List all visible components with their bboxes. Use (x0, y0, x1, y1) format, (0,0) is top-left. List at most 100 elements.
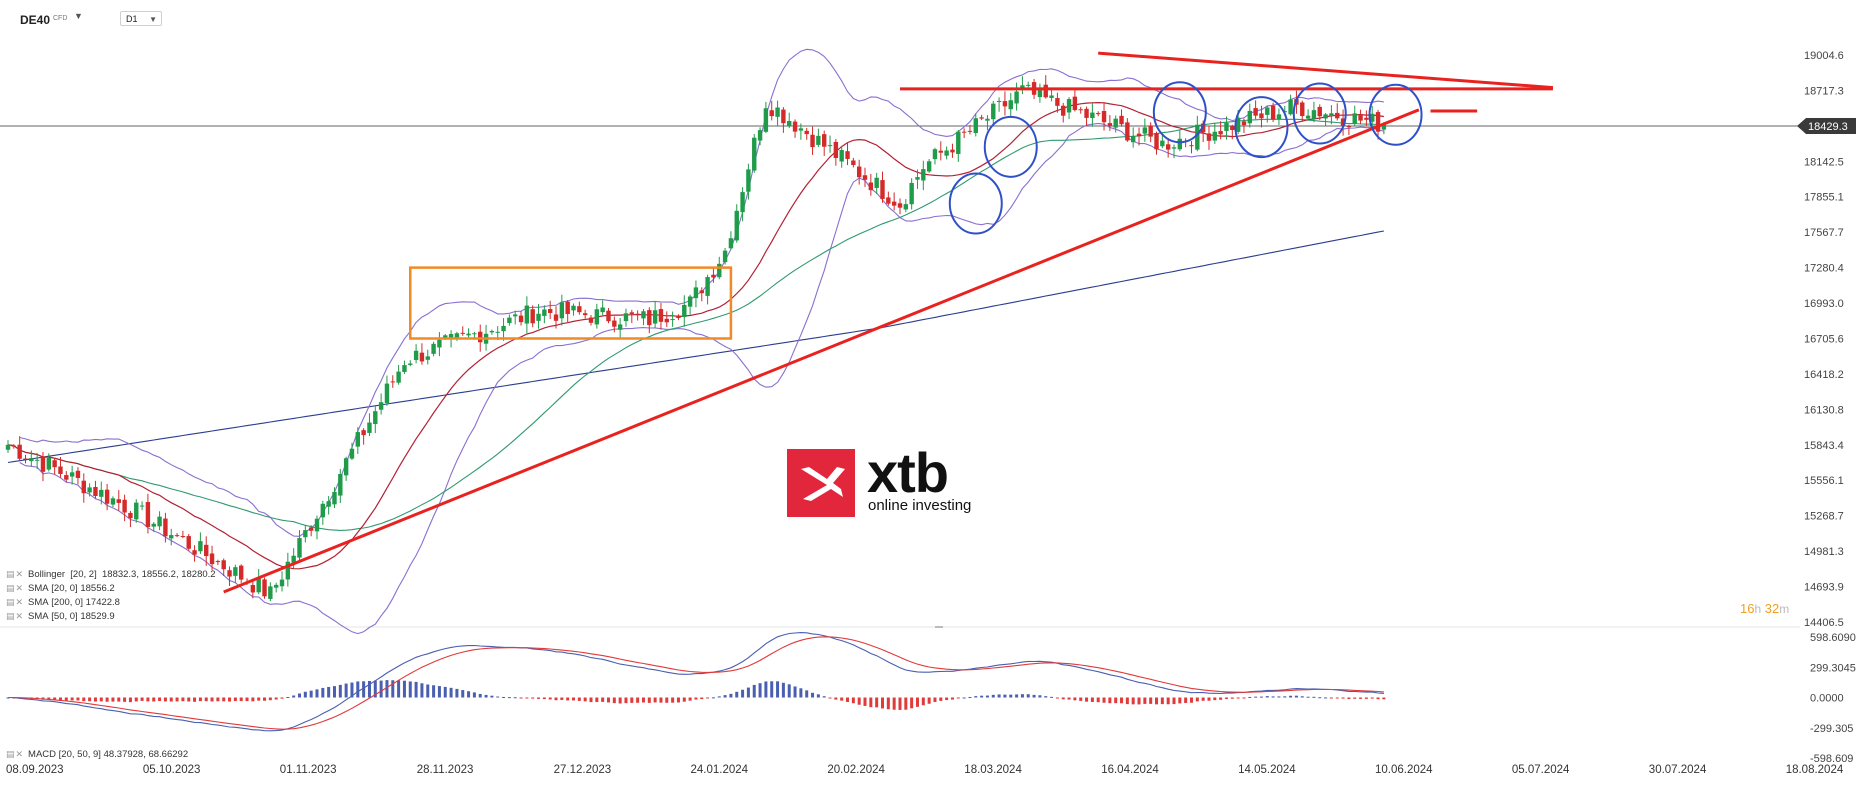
macd-histogram-bar (1219, 697, 1223, 700)
macd-histogram-bar (612, 697, 616, 704)
candle-body (163, 518, 168, 537)
candle-body (1154, 132, 1159, 150)
candle-body (1218, 131, 1223, 135)
macd-histogram-bar (904, 697, 908, 710)
macd-histogram-bar (601, 697, 605, 702)
macd-histogram-bar (1032, 694, 1036, 698)
candle-body (1241, 121, 1247, 126)
candle-body (349, 448, 355, 459)
candle-body (303, 530, 308, 538)
candle-body (1370, 113, 1375, 122)
macd-histogram-bar (1224, 697, 1228, 699)
macd-histogram-bar (484, 694, 488, 698)
legend-sma20[interactable]: ▤✕ SMA [20, 0] 18556.2 (6, 583, 115, 594)
macd-histogram-bar (595, 697, 599, 703)
timeframe-select[interactable]: D1 ▼ (120, 11, 162, 26)
macd-histogram-bar (1324, 697, 1328, 699)
candle-body (787, 121, 792, 127)
y-tick-label: 14693.9 (1804, 582, 1844, 594)
macd-histogram-bar (525, 697, 529, 699)
macd-histogram-bar (204, 697, 208, 702)
macd-line (7, 632, 1384, 732)
macd-histogram-bar (76, 697, 80, 701)
candle-body (209, 553, 215, 565)
candle-body (1276, 114, 1282, 119)
macd-histogram-bar (1131, 697, 1135, 705)
legend-settings-icon[interactable]: ▤✕ (6, 749, 25, 759)
macd-histogram-bar (344, 683, 348, 698)
macd-histogram-bar (397, 680, 401, 698)
candle-body (711, 274, 716, 278)
macd-histogram-bar (1026, 694, 1030, 698)
candle-body (1014, 91, 1019, 104)
candle-body (1096, 113, 1101, 115)
candle-body (29, 458, 34, 462)
macd-histogram-bar (1055, 697, 1059, 699)
macd-histogram-bar (53, 697, 57, 700)
candle-body (1160, 140, 1165, 147)
legend-values: 17422.8 (85, 597, 120, 608)
candle-body (104, 489, 110, 504)
consolidation-box (409, 266, 733, 340)
x-tick-label: 01.11.2023 (280, 764, 337, 776)
legend-macd[interactable]: ▤✕ MACD [20, 50, 9] 48.37928, 68.66292 (6, 749, 188, 760)
candle-body (1311, 110, 1317, 119)
macd-histogram-bar (811, 692, 815, 698)
candle-body (956, 131, 961, 155)
macd-histogram-bar (1376, 697, 1380, 700)
macd-histogram-bar (1195, 697, 1199, 702)
macd-histogram-bar (251, 697, 255, 702)
legend-sma200[interactable]: ▤✕ SMA [200, 0] 17422.8 (6, 597, 120, 608)
candle-body (367, 422, 372, 433)
macd-histogram-bar (1015, 694, 1019, 698)
macd-histogram-bar (1166, 697, 1170, 705)
highlight-circle (1292, 82, 1347, 145)
candle-body (268, 586, 273, 599)
macd-histogram-bar (163, 697, 167, 702)
macd-histogram-bar (437, 686, 441, 698)
macd-histogram-bar (88, 697, 92, 702)
candle-body (40, 456, 46, 472)
candle-body (973, 118, 978, 134)
macd-histogram-bar (298, 693, 301, 698)
candle-body (472, 333, 477, 335)
macd-histogram-bar (1242, 697, 1246, 699)
macd-histogram-bar (1259, 696, 1263, 698)
candle-body (495, 331, 500, 333)
macd-histogram-bar (746, 687, 750, 698)
candle-body (1270, 105, 1276, 120)
symbol-label[interactable]: DE40 (20, 13, 51, 27)
y-tick-label: 16130.8 (1804, 404, 1844, 416)
candle-body (810, 134, 815, 148)
legend-params: [20, 2] (70, 569, 97, 580)
candle-body (635, 313, 640, 316)
candle-body (460, 332, 465, 334)
legend-settings-icon[interactable]: ▤✕ (6, 569, 25, 579)
macd-histogram-bar (292, 695, 296, 698)
candle-body (915, 177, 920, 180)
legend-settings-icon[interactable]: ▤✕ (6, 611, 25, 621)
macd-histogram-bar (1347, 697, 1351, 700)
macd-histogram-bar (1172, 697, 1176, 705)
xtb-x-icon (801, 467, 845, 501)
candle-body (448, 334, 454, 338)
symbol-dropdown-icon[interactable]: ▼ (74, 11, 83, 21)
candle-body (198, 541, 203, 552)
macd-histogram-bar (927, 697, 931, 704)
y-tick-label: 16418.2 (1804, 369, 1844, 381)
macd-histogram-bar (507, 697, 511, 699)
candle-body (1026, 84, 1031, 86)
macd-histogram-bar (210, 697, 214, 702)
price-axis: 19004.618717.318429.318142.517855.117567… (1804, 50, 1844, 629)
legend-settings-icon[interactable]: ▤✕ (6, 597, 25, 607)
macd-histogram-bar (1044, 696, 1048, 698)
legend-sma50[interactable]: ▤✕ SMA [50, 0] 18529.9 (6, 611, 115, 622)
legend-settings-icon[interactable]: ▤✕ (6, 583, 25, 593)
macd-histogram-bar (1102, 697, 1106, 703)
macd-histogram-bar (140, 697, 144, 701)
macd-histogram-bar (117, 697, 121, 702)
candle-body (804, 130, 809, 135)
legend-bollinger[interactable]: ▤✕ Bollinger [20, 2] 18832.3, 18556.2, 18… (6, 569, 216, 580)
